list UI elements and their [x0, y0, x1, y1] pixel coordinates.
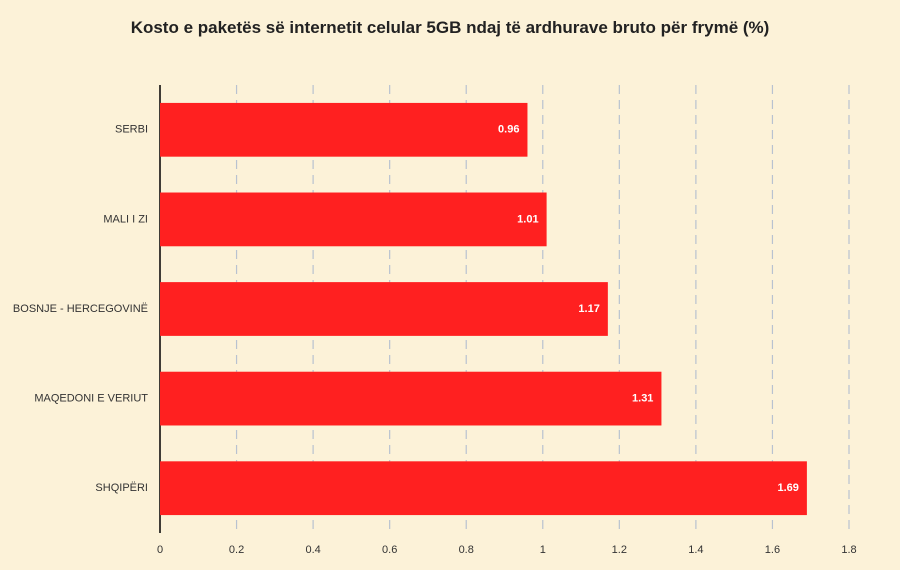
value-label: 1.17	[578, 303, 599, 315]
x-tick-label: 1.2	[612, 544, 627, 556]
x-tick-label: 0.8	[459, 544, 474, 556]
x-tick-label: 1	[540, 544, 546, 556]
y-tick-label: SHQIPËRI	[95, 482, 148, 494]
bar	[160, 282, 608, 336]
x-tick-label: 0	[157, 544, 163, 556]
value-label: 1.01	[517, 213, 538, 225]
y-tick-label: SERBI	[115, 124, 148, 136]
x-tick-label: 0.4	[305, 544, 320, 556]
x-tick-label: 1.4	[688, 544, 703, 556]
chart-title: Kosto e paketës së internetit celular 5G…	[130, 18, 770, 37]
chart: 0 0.2 0.4 0.6 0.8 1 1.2 1.4 1.6 1.8 SERBI 0.96 MALI …	[13, 85, 857, 556]
y-tick-label: MALI I ZI	[103, 213, 148, 225]
bar	[160, 192, 547, 247]
bar	[160, 461, 807, 516]
x-tick-label: 1.8	[841, 544, 856, 556]
y-tick-label: MAQEDONI E VERIUT	[34, 393, 148, 405]
value-label: 1.69	[777, 482, 798, 494]
x-tick-label: 1.6	[765, 544, 780, 556]
bar	[160, 102, 528, 157]
y-tick-label: BOSNJE - HERCEGOVINË	[13, 303, 148, 315]
chart-frame: Kosto e paketës së internetit celular 5G…	[0, 0, 900, 570]
bar	[160, 371, 662, 426]
x-tick-label: 0.6	[382, 544, 397, 556]
value-label: 0.96	[498, 124, 519, 136]
x-tick-label: 0.2	[229, 544, 244, 556]
value-label: 1.31	[632, 393, 653, 405]
